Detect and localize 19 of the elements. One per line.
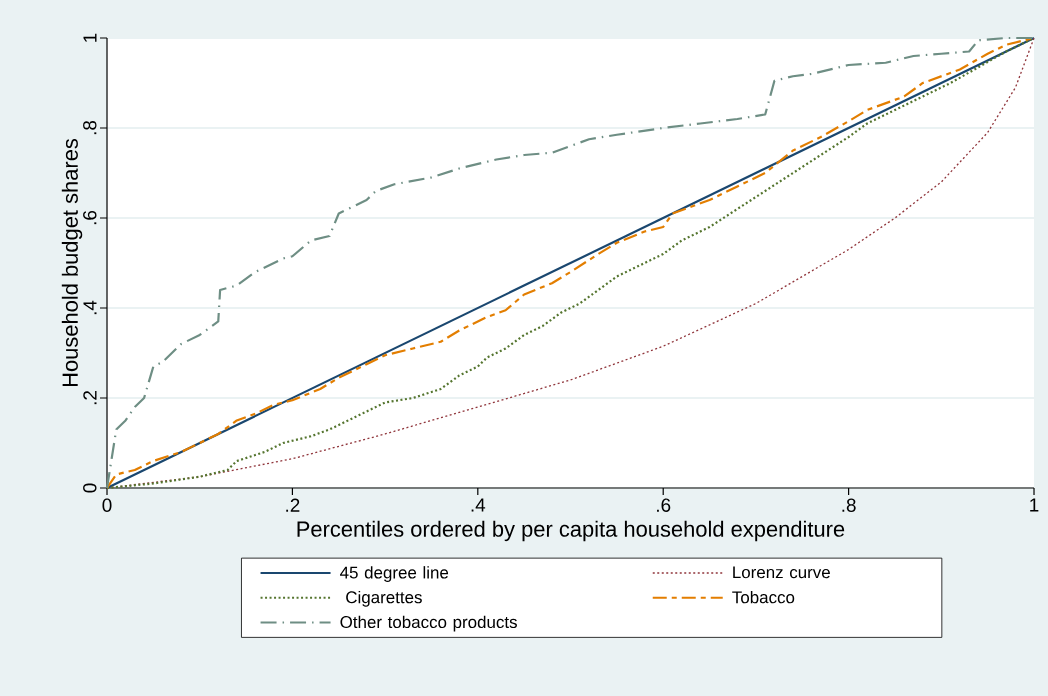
y-tick-label: 0: [83, 483, 97, 493]
legend-label: Lorenz curve: [733, 566, 830, 579]
x-axis-title: Percentiles ordered by per capita household expenditure: [297, 520, 845, 542]
x-tick-label: .4: [471, 498, 486, 512]
legend-label: Other tobacco products: [340, 615, 517, 632]
x-tick-label: 1: [1030, 498, 1039, 512]
legend-label: Tobacco: [732, 590, 795, 604]
y-tick-label: .4: [83, 300, 97, 315]
y-tick-label: .8: [83, 120, 97, 135]
x-tick-label: .8: [842, 498, 856, 512]
y-axis-title: Household budget shares: [61, 138, 83, 387]
legend-label: Cigarettes: [346, 590, 422, 607]
y-tick-label: .2: [83, 391, 97, 405]
legend-label: 45 degree line: [340, 566, 449, 582]
y-tick-label: 1: [83, 33, 97, 42]
x-tick-label: .6: [657, 498, 671, 512]
x-tick-label: 0: [102, 498, 112, 512]
y-tick-label: .6: [83, 210, 97, 225]
x-tick-label: .2: [286, 498, 300, 512]
